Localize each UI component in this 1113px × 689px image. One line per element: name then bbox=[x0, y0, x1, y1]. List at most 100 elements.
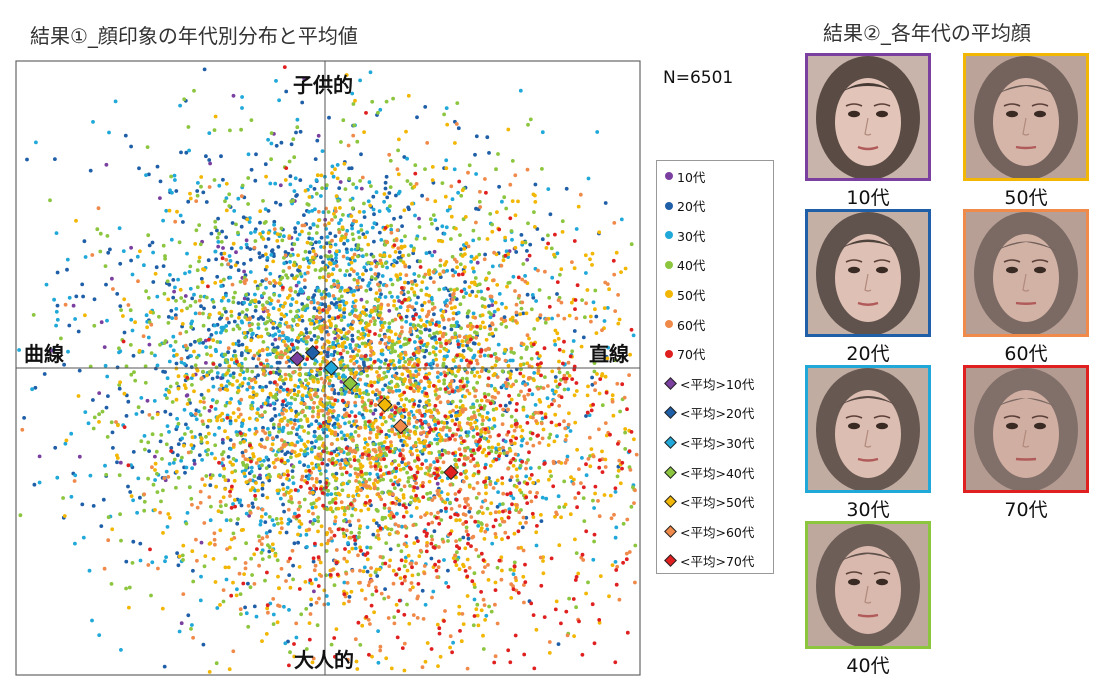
data-point bbox=[390, 294, 394, 299]
data-point bbox=[267, 472, 271, 477]
data-point bbox=[294, 300, 299, 305]
data-point bbox=[266, 209, 271, 213]
data-point bbox=[296, 336, 300, 340]
data-point bbox=[528, 476, 532, 481]
data-point bbox=[495, 504, 500, 509]
data-point bbox=[428, 473, 433, 478]
data-point bbox=[271, 401, 276, 406]
data-point bbox=[528, 376, 533, 380]
data-point bbox=[208, 312, 212, 317]
data-point bbox=[460, 188, 465, 193]
data-point bbox=[275, 239, 280, 243]
data-point bbox=[181, 558, 185, 562]
data-point bbox=[294, 621, 299, 626]
data-point bbox=[339, 392, 344, 396]
data-point bbox=[159, 499, 163, 504]
data-point bbox=[130, 272, 135, 277]
data-point bbox=[309, 602, 313, 607]
data-point bbox=[126, 605, 131, 610]
data-point bbox=[182, 97, 187, 102]
data-point bbox=[415, 115, 419, 120]
data-point bbox=[347, 479, 352, 484]
data-point bbox=[378, 107, 383, 112]
data-point bbox=[214, 484, 219, 489]
data-point bbox=[307, 371, 312, 376]
data-point bbox=[227, 204, 232, 208]
data-point bbox=[362, 130, 366, 135]
data-point bbox=[487, 151, 491, 155]
data-point bbox=[487, 445, 491, 450]
data-point bbox=[524, 311, 529, 316]
data-point bbox=[463, 265, 467, 269]
data-point bbox=[332, 391, 337, 396]
data-point bbox=[503, 318, 508, 323]
data-point bbox=[493, 481, 498, 486]
data-point bbox=[239, 224, 244, 229]
data-point bbox=[330, 456, 335, 461]
data-point bbox=[340, 344, 345, 349]
data-point bbox=[228, 259, 233, 263]
data-point bbox=[212, 128, 217, 133]
data-point bbox=[236, 415, 241, 419]
data-point bbox=[362, 215, 367, 220]
data-point bbox=[418, 259, 422, 264]
data-point bbox=[193, 363, 198, 368]
data-point bbox=[359, 228, 364, 232]
data-point bbox=[480, 422, 485, 427]
data-point bbox=[318, 479, 322, 484]
data-point bbox=[371, 456, 375, 460]
data-point bbox=[382, 199, 386, 204]
data-point bbox=[471, 405, 476, 410]
data-point bbox=[486, 392, 491, 397]
data-point bbox=[323, 358, 328, 363]
data-point bbox=[506, 127, 511, 132]
data-point bbox=[352, 277, 357, 282]
data-point bbox=[486, 578, 491, 582]
data-point bbox=[333, 491, 338, 496]
data-point bbox=[227, 320, 231, 325]
data-point bbox=[365, 525, 370, 530]
data-point bbox=[237, 312, 242, 317]
data-point bbox=[420, 665, 425, 670]
data-point bbox=[223, 352, 228, 357]
data-point bbox=[231, 457, 236, 461]
data-point bbox=[348, 312, 352, 317]
data-point bbox=[355, 139, 360, 144]
data-point bbox=[531, 481, 536, 485]
data-point bbox=[98, 231, 103, 236]
data-point bbox=[238, 412, 243, 417]
data-point bbox=[351, 293, 356, 297]
data-point bbox=[514, 467, 519, 472]
data-point bbox=[253, 380, 258, 385]
data-point bbox=[329, 396, 334, 400]
data-point bbox=[369, 267, 373, 272]
data-point bbox=[346, 213, 351, 218]
data-point bbox=[272, 284, 277, 288]
data-point bbox=[377, 313, 382, 318]
data-point bbox=[175, 381, 179, 386]
data-point bbox=[181, 543, 186, 548]
data-point bbox=[359, 223, 364, 228]
data-point bbox=[483, 430, 488, 435]
data-point bbox=[458, 399, 463, 403]
data-point bbox=[614, 525, 619, 530]
data-point bbox=[311, 409, 315, 414]
data-point bbox=[294, 283, 299, 288]
data-point bbox=[525, 441, 529, 446]
data-point bbox=[296, 507, 301, 512]
data-point bbox=[368, 545, 373, 550]
data-point bbox=[403, 360, 408, 364]
data-point bbox=[585, 288, 590, 292]
data-point bbox=[287, 573, 292, 577]
data-point bbox=[170, 400, 175, 404]
data-point bbox=[314, 231, 319, 235]
data-point bbox=[557, 370, 562, 375]
data-point bbox=[384, 358, 388, 362]
data-point bbox=[332, 425, 337, 430]
data-point bbox=[290, 297, 295, 301]
data-point bbox=[278, 369, 282, 373]
data-point bbox=[213, 456, 218, 461]
data-point bbox=[354, 370, 359, 375]
data-point bbox=[305, 419, 310, 424]
